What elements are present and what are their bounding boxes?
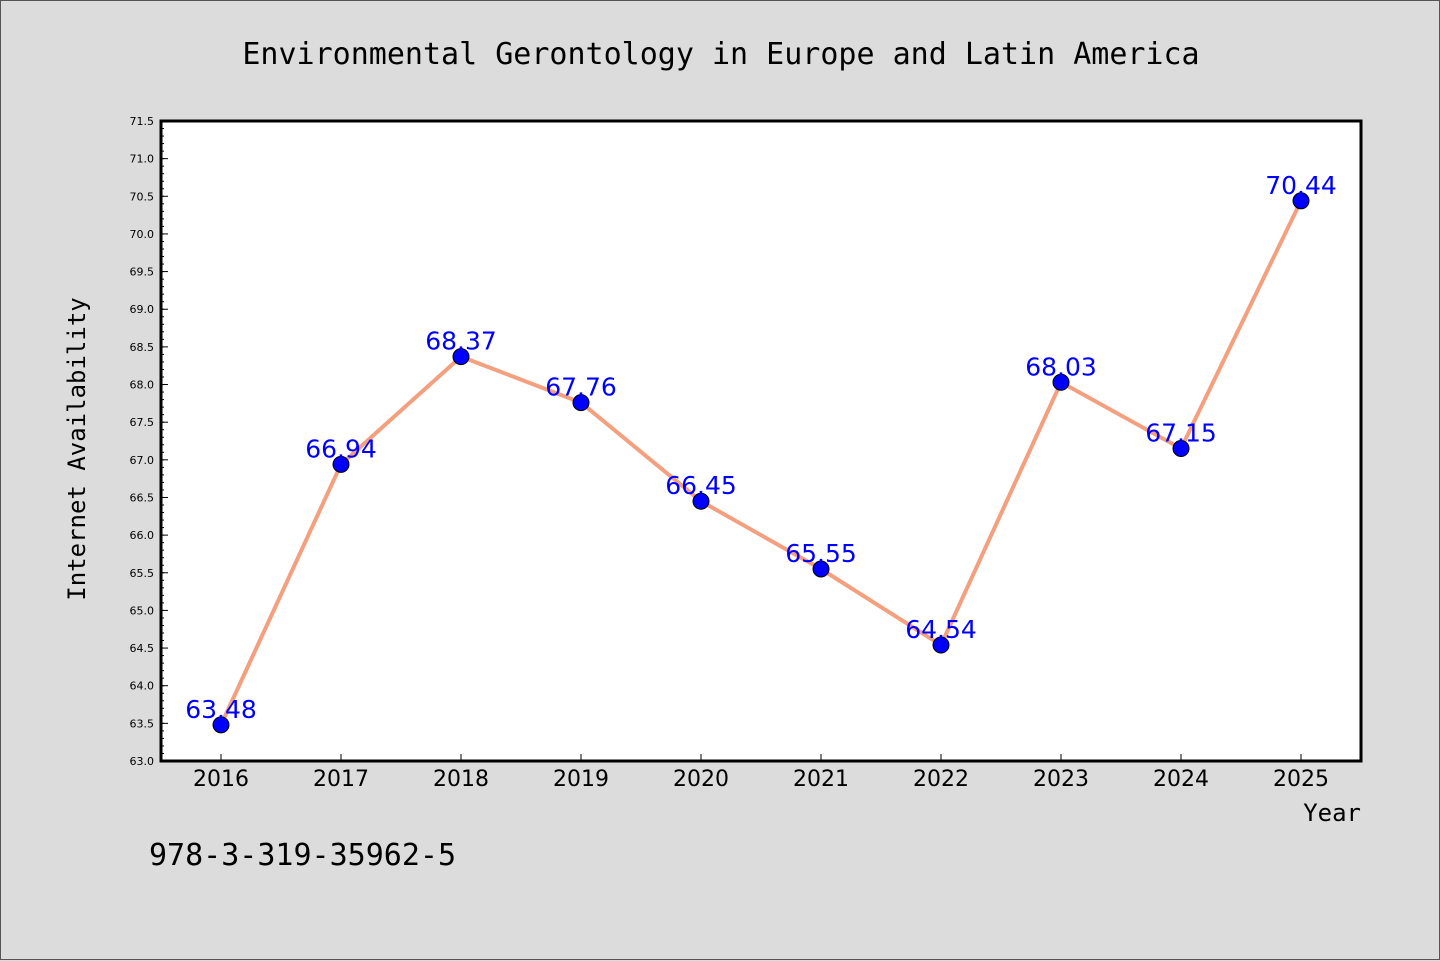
- data-point-marker: [932, 636, 950, 654]
- y-tick-label: 70.0: [130, 228, 155, 241]
- y-tick-label: 64.0: [130, 680, 155, 693]
- data-point-label: 65.55: [785, 539, 857, 568]
- series-layer: [212, 192, 1310, 734]
- data-point-marker: [332, 455, 350, 473]
- plot-area: [161, 121, 1361, 761]
- y-axis-ticks: 63.0 63.5 64.0 64.5 65.0 65.5 66.0 66.5 67.0 67.5…: [130, 115, 168, 768]
- data-point-marker: [1292, 192, 1310, 210]
- data-point-marker: [1172, 440, 1190, 458]
- x-tick-label: 2016: [193, 767, 249, 792]
- data-point-marker: [452, 348, 470, 366]
- series-line: [219, 198, 1303, 727]
- x-tick-label: 2017: [313, 767, 369, 792]
- data-point-label: 68.03: [1025, 352, 1097, 381]
- y-tick-label: 70.5: [130, 190, 155, 203]
- x-tick-label: 2022: [913, 767, 969, 792]
- y-tick-label: 66.5: [130, 491, 155, 504]
- y-tick-label: 66.0: [130, 529, 155, 542]
- data-point-marker: [1052, 373, 1070, 391]
- plot-frame: [159, 119, 1363, 763]
- data-labels: 63.48 66.94 68.37 67.76 66.45 65.55 64.54 68.03…: [185, 171, 1337, 724]
- data-point-label: 64.54: [905, 615, 977, 644]
- y-tick-label: 65.0: [130, 604, 155, 617]
- y-tick-label: 69.5: [130, 266, 155, 279]
- x-axis-ticks: 2016 2017 2018 2019 2020 2021 2022 2023 2024 2025: [193, 754, 1329, 792]
- y-tick-label: 68.0: [130, 379, 155, 392]
- isbn-footnote: 978-3-319-35962-5: [149, 838, 456, 873]
- data-point-label: 67.76: [545, 373, 617, 402]
- x-tick-label: 2021: [793, 767, 849, 792]
- y-tick-label: 67.0: [130, 454, 155, 467]
- x-tick-label: 2023: [1033, 767, 1089, 792]
- x-tick-label: 2024: [1153, 767, 1209, 792]
- data-point-label: 66.45: [665, 471, 737, 500]
- data-point-marker: [812, 560, 830, 578]
- data-point-marker: [212, 716, 230, 734]
- data-point-label: 70.44: [1265, 171, 1337, 200]
- y-tick-label: 65.5: [130, 567, 155, 580]
- data-point-label: 66.94: [305, 434, 377, 463]
- x-tick-label: 2020: [673, 767, 729, 792]
- y-axis-label: Internet Availability: [63, 297, 91, 600]
- y-tick-label: 71.5: [130, 115, 155, 128]
- y-tick-label: 71.0: [130, 153, 155, 166]
- y-tick-label: 67.5: [130, 416, 155, 429]
- x-tick-label: 2025: [1273, 767, 1329, 792]
- y-tick-label: 63.0: [130, 755, 155, 768]
- data-point-label: 67.15: [1145, 419, 1217, 448]
- chart-title: Environmental Gerontology in Europe and …: [242, 37, 1199, 72]
- y-tick-label: 64.5: [130, 642, 155, 655]
- data-point-marker: [572, 394, 590, 412]
- data-point-marker: [692, 492, 710, 510]
- x-tick-label: 2019: [553, 767, 609, 792]
- y-tick-label: 68.5: [130, 341, 155, 354]
- y-tick-label: 69.0: [130, 303, 155, 316]
- data-point-label: 63.48: [185, 695, 257, 724]
- x-tick-label: 2018: [433, 767, 489, 792]
- data-point-label: 68.37: [425, 327, 497, 356]
- x-axis-label: Year: [1303, 799, 1361, 827]
- y-tick-label: 63.5: [130, 717, 155, 730]
